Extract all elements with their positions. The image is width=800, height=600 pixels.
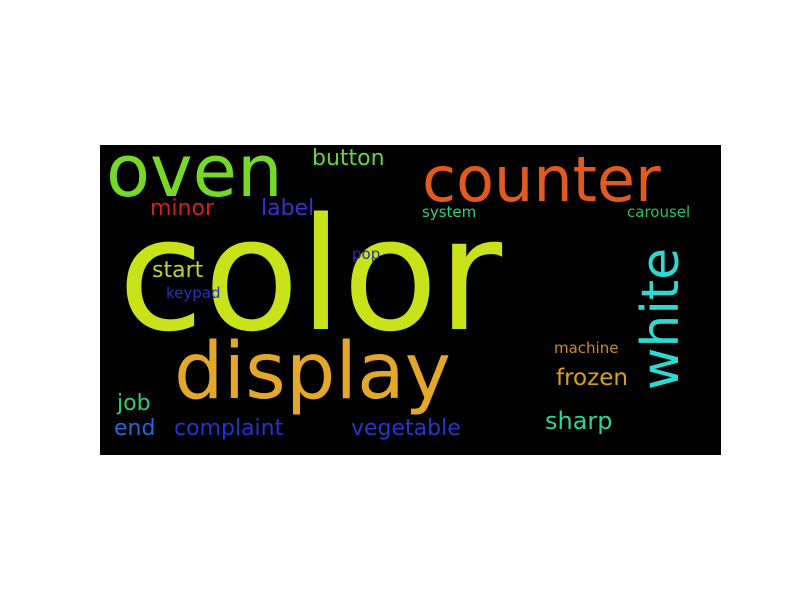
word-oven: oven [106, 145, 283, 213]
word-job: job [117, 391, 151, 416]
word-label: label [261, 196, 315, 221]
word-white: white [631, 247, 692, 391]
word-button: button [312, 146, 385, 171]
word-counter: counter [422, 145, 661, 216]
word-start: start [152, 258, 204, 283]
word-frozen: frozen [556, 365, 628, 391]
word-vegetable: vegetable [351, 416, 461, 441]
word-sharp: sharp [545, 407, 613, 435]
word-minor: minor [150, 196, 214, 221]
word-color: color [118, 184, 503, 366]
word-keypad: keypad [166, 284, 221, 302]
word-complaint: complaint [174, 416, 284, 441]
word-carousel: carousel [627, 203, 691, 221]
word-system: system [422, 203, 477, 221]
word-end: end [114, 416, 156, 441]
word-cloud: color display oven counter white button … [100, 145, 721, 455]
word-display: display [174, 327, 451, 417]
word-pop: pop [352, 245, 381, 263]
word-machine: machine [554, 339, 619, 357]
